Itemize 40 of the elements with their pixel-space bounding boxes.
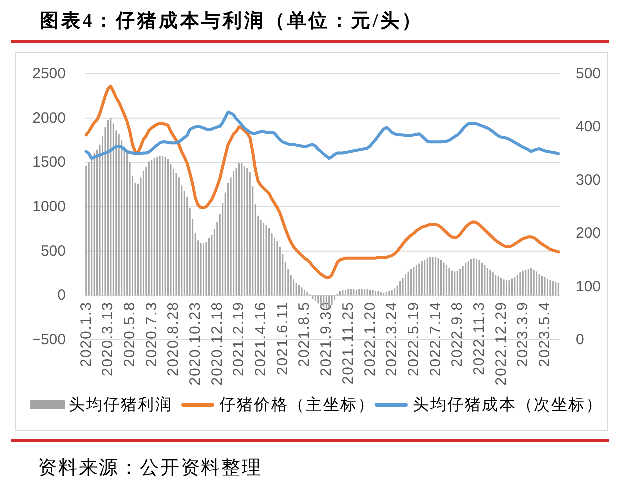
- x-tick-label: 2020.8.28: [165, 302, 182, 377]
- x-tick-label: 2022.1.20: [362, 302, 379, 377]
- y2-tick-label: 200: [576, 225, 602, 242]
- x-tick-label: 2021.2.19: [230, 302, 248, 377]
- y2-tick-label: 0: [576, 332, 584, 348]
- y2-tick-label: 400: [576, 118, 602, 136]
- y-tick-label: 1000: [32, 198, 66, 216]
- x-tick-label: 2021.6.11: [274, 302, 292, 376]
- y-tick-label: 2000: [32, 110, 66, 127]
- x-tick-label: 2021.4.16: [252, 302, 270, 377]
- x-tick-label: 2021.9.30: [318, 302, 336, 377]
- x-tick-label: 2022.9.8: [449, 302, 466, 368]
- y-tick-label: 1500: [32, 154, 66, 172]
- x-tick-label: 2020.1.3: [78, 302, 95, 368]
- y2-tick-label: 500: [576, 66, 602, 82]
- y2-tick-label: 300: [576, 172, 602, 189]
- x-tick-label: 2020.7.3: [143, 302, 160, 368]
- x-tick-label: 2020.12.18: [208, 302, 226, 386]
- legend-label: 头均仔猪利润: [69, 396, 171, 414]
- y-tick-label: 500: [40, 242, 66, 260]
- x-tick-label: 2023.5.4: [536, 302, 554, 368]
- x-tick-label: 2020.5.8: [122, 302, 139, 368]
- x-tick-label: 2022.7.14: [427, 302, 444, 377]
- x-tick-label: 2022.11.3: [470, 302, 488, 376]
- x-tick-label: 2020.10.23: [187, 302, 204, 386]
- y-tick-label: −500: [32, 332, 66, 348]
- y-tick-label: 2500: [32, 66, 66, 82]
- x-tick-label: 2022.5.19: [405, 302, 422, 377]
- text: 资料来源：公开资料整理: [38, 458, 262, 479]
- y-tick-label: 0: [58, 287, 66, 304]
- x-tick-label: 2023.3.9: [514, 302, 532, 368]
- x-tick-label: 2020.3.13: [100, 302, 117, 377]
- chart-title: 图表4：仔猪成本与利润（单位：元/头）: [40, 10, 424, 32]
- x-tick-label: 2021.8.5: [296, 302, 314, 368]
- legend-label: 仔猪价格（主坐标）: [220, 396, 364, 414]
- x-tick-label: 2021.11.25: [340, 302, 357, 385]
- y2-tick-label: 100: [576, 278, 602, 296]
- x-tick-label: 2022.3.24: [384, 302, 401, 377]
- x-tick-label: 2022.12.29: [492, 302, 510, 386]
- legend-label: 头均仔猪成本（次坐标）: [412, 396, 592, 414]
